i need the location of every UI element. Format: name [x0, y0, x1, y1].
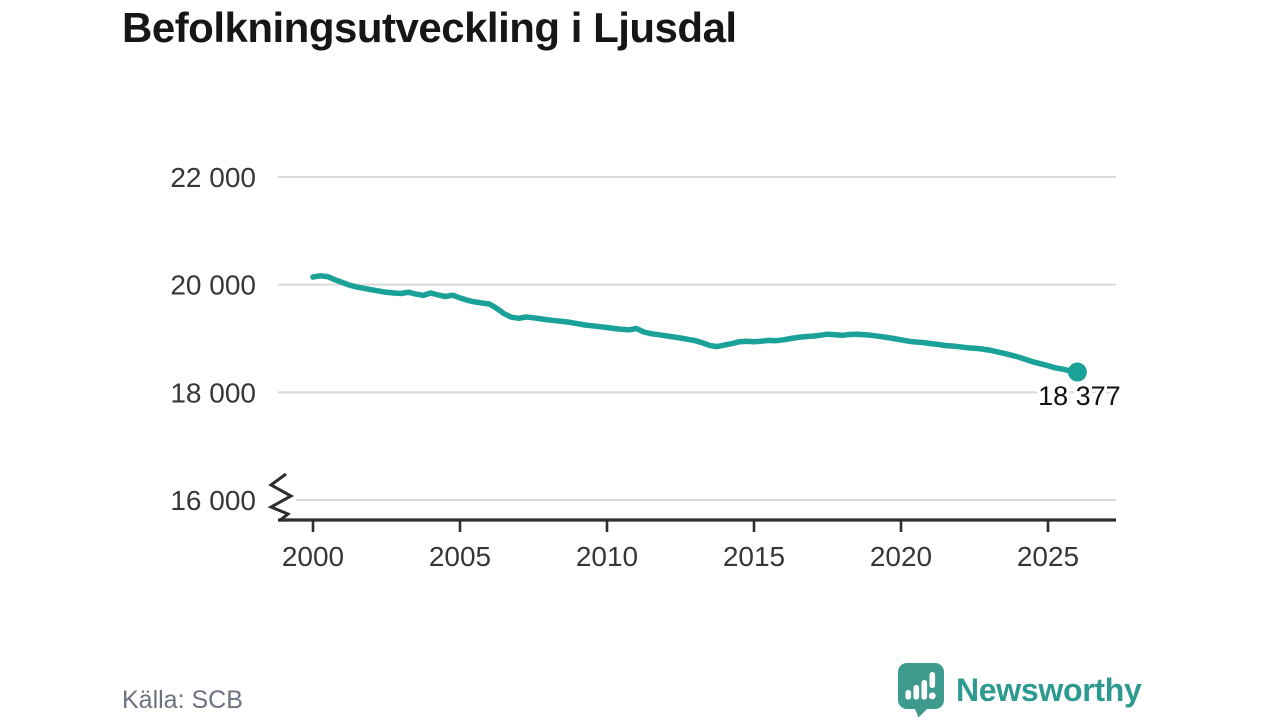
x-tick-label: 2005 — [429, 541, 491, 572]
population-line-series — [310, 273, 1081, 375]
x-tick-label: 2010 — [576, 541, 638, 572]
x-tick-label: 2020 — [870, 541, 932, 572]
x-tick-label: 2025 — [1017, 541, 1079, 572]
page-title: Befolkningsutveckling i Ljusdal — [122, 4, 737, 51]
x-tick-label: 2015 — [723, 541, 785, 572]
y-tick-label: 22 000 — [170, 162, 256, 193]
y-axis-break-icon — [267, 472, 295, 523]
y-tick-label: 20 000 — [170, 270, 256, 301]
y-tick-label: 18 000 — [170, 377, 256, 408]
brand-logo: Newsworthy — [896, 662, 1142, 718]
newsworthy-chart-bubble-icon — [896, 662, 946, 718]
x-tick-label: 2000 — [282, 541, 344, 572]
end-point-label: 18 377 — [1038, 381, 1121, 411]
source-note: Källa: SCB — [122, 686, 243, 714]
end-point-dot — [1067, 362, 1087, 382]
brand-name: Newsworthy — [956, 671, 1142, 708]
y-tick-label: 16 000 — [170, 485, 256, 516]
